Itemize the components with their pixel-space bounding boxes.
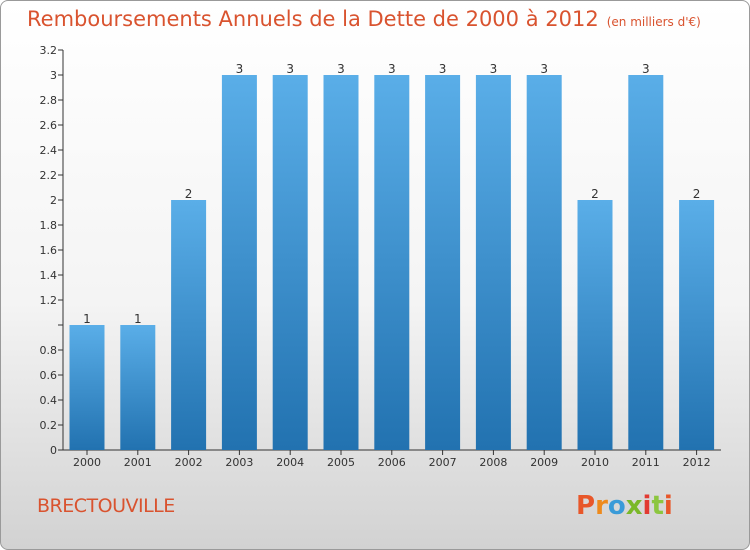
data-label: 3 — [642, 62, 650, 76]
bar — [120, 325, 156, 450]
logo-letter: P — [576, 491, 596, 521]
data-label: 3 — [540, 62, 548, 76]
x-tick-label: 2001 — [124, 456, 152, 469]
y-tick-label: 3.2 — [40, 44, 58, 57]
bar — [425, 75, 461, 450]
bar — [171, 200, 207, 450]
logo-letter: t — [651, 491, 664, 521]
bar — [628, 75, 664, 450]
bar — [323, 75, 359, 450]
x-tick-label: 2010 — [581, 456, 609, 469]
commune-name: BRECTOUVILLE — [37, 495, 175, 517]
x-tick-label: 2005 — [327, 456, 355, 469]
bar — [69, 325, 105, 450]
logo-letter: i — [663, 491, 673, 521]
y-tick-label: 2.6 — [40, 119, 58, 132]
bar — [374, 75, 410, 450]
proxiti-logo: Proxiti — [576, 491, 673, 521]
y-tick-label: 3 — [50, 69, 57, 82]
x-tick-label: 2009 — [530, 456, 558, 469]
data-label: 2 — [693, 187, 701, 201]
bar — [526, 75, 562, 450]
y-tick-label: 2.2 — [40, 169, 58, 182]
y-tick-label: 0 — [50, 444, 57, 457]
data-label: 3 — [490, 62, 498, 76]
x-tick-label: 2002 — [175, 456, 203, 469]
chart-title: Remboursements Annuels de la Dette de 20… — [27, 7, 701, 31]
bar — [221, 75, 257, 450]
chart-title-main: Remboursements Annuels de la Dette de 20… — [27, 7, 599, 31]
logo-letter: r — [595, 491, 608, 521]
y-tick-label: 0.4 — [40, 394, 58, 407]
data-label: 2 — [185, 187, 193, 201]
bar — [577, 200, 613, 450]
data-label: 2 — [591, 187, 599, 201]
x-tick-label: 2003 — [225, 456, 253, 469]
data-label: 3 — [236, 62, 244, 76]
logo-letter: i — [642, 491, 652, 521]
y-tick-label: 1.8 — [40, 219, 58, 232]
logo-letter: o — [607, 491, 626, 521]
x-tick-label: 2004 — [276, 456, 304, 469]
y-tick-label: 0.2 — [40, 419, 58, 432]
data-label: 3 — [286, 62, 294, 76]
data-label: 1 — [83, 312, 91, 326]
logo-letter: x — [625, 491, 643, 521]
bar — [272, 75, 308, 450]
data-label: 1 — [134, 312, 142, 326]
x-tick-label: 2011 — [632, 456, 660, 469]
x-tick-label: 2000 — [73, 456, 101, 469]
bar — [679, 200, 715, 450]
data-label: 3 — [388, 62, 396, 76]
y-tick-label: 2.4 — [40, 144, 58, 157]
chart-title-unit: (en milliers d'€) — [606, 15, 701, 29]
y-tick-label: 0.6 — [40, 369, 58, 382]
y-tick-label: 1.6 — [40, 244, 58, 257]
y-tick-label: 0.8 — [40, 344, 58, 357]
x-tick-label: 2012 — [683, 456, 711, 469]
x-tick-label: 2007 — [429, 456, 457, 469]
data-label: 3 — [337, 62, 345, 76]
y-tick-label: 2.8 — [40, 94, 58, 107]
bar — [475, 75, 511, 450]
y-tick-label: 1.4 — [40, 269, 58, 282]
x-tick-label: 2008 — [479, 456, 507, 469]
y-tick-label: 2 — [50, 194, 57, 207]
x-tick-label: 2006 — [378, 456, 406, 469]
y-tick-label: 1.2 — [40, 294, 58, 307]
data-label: 3 — [439, 62, 447, 76]
